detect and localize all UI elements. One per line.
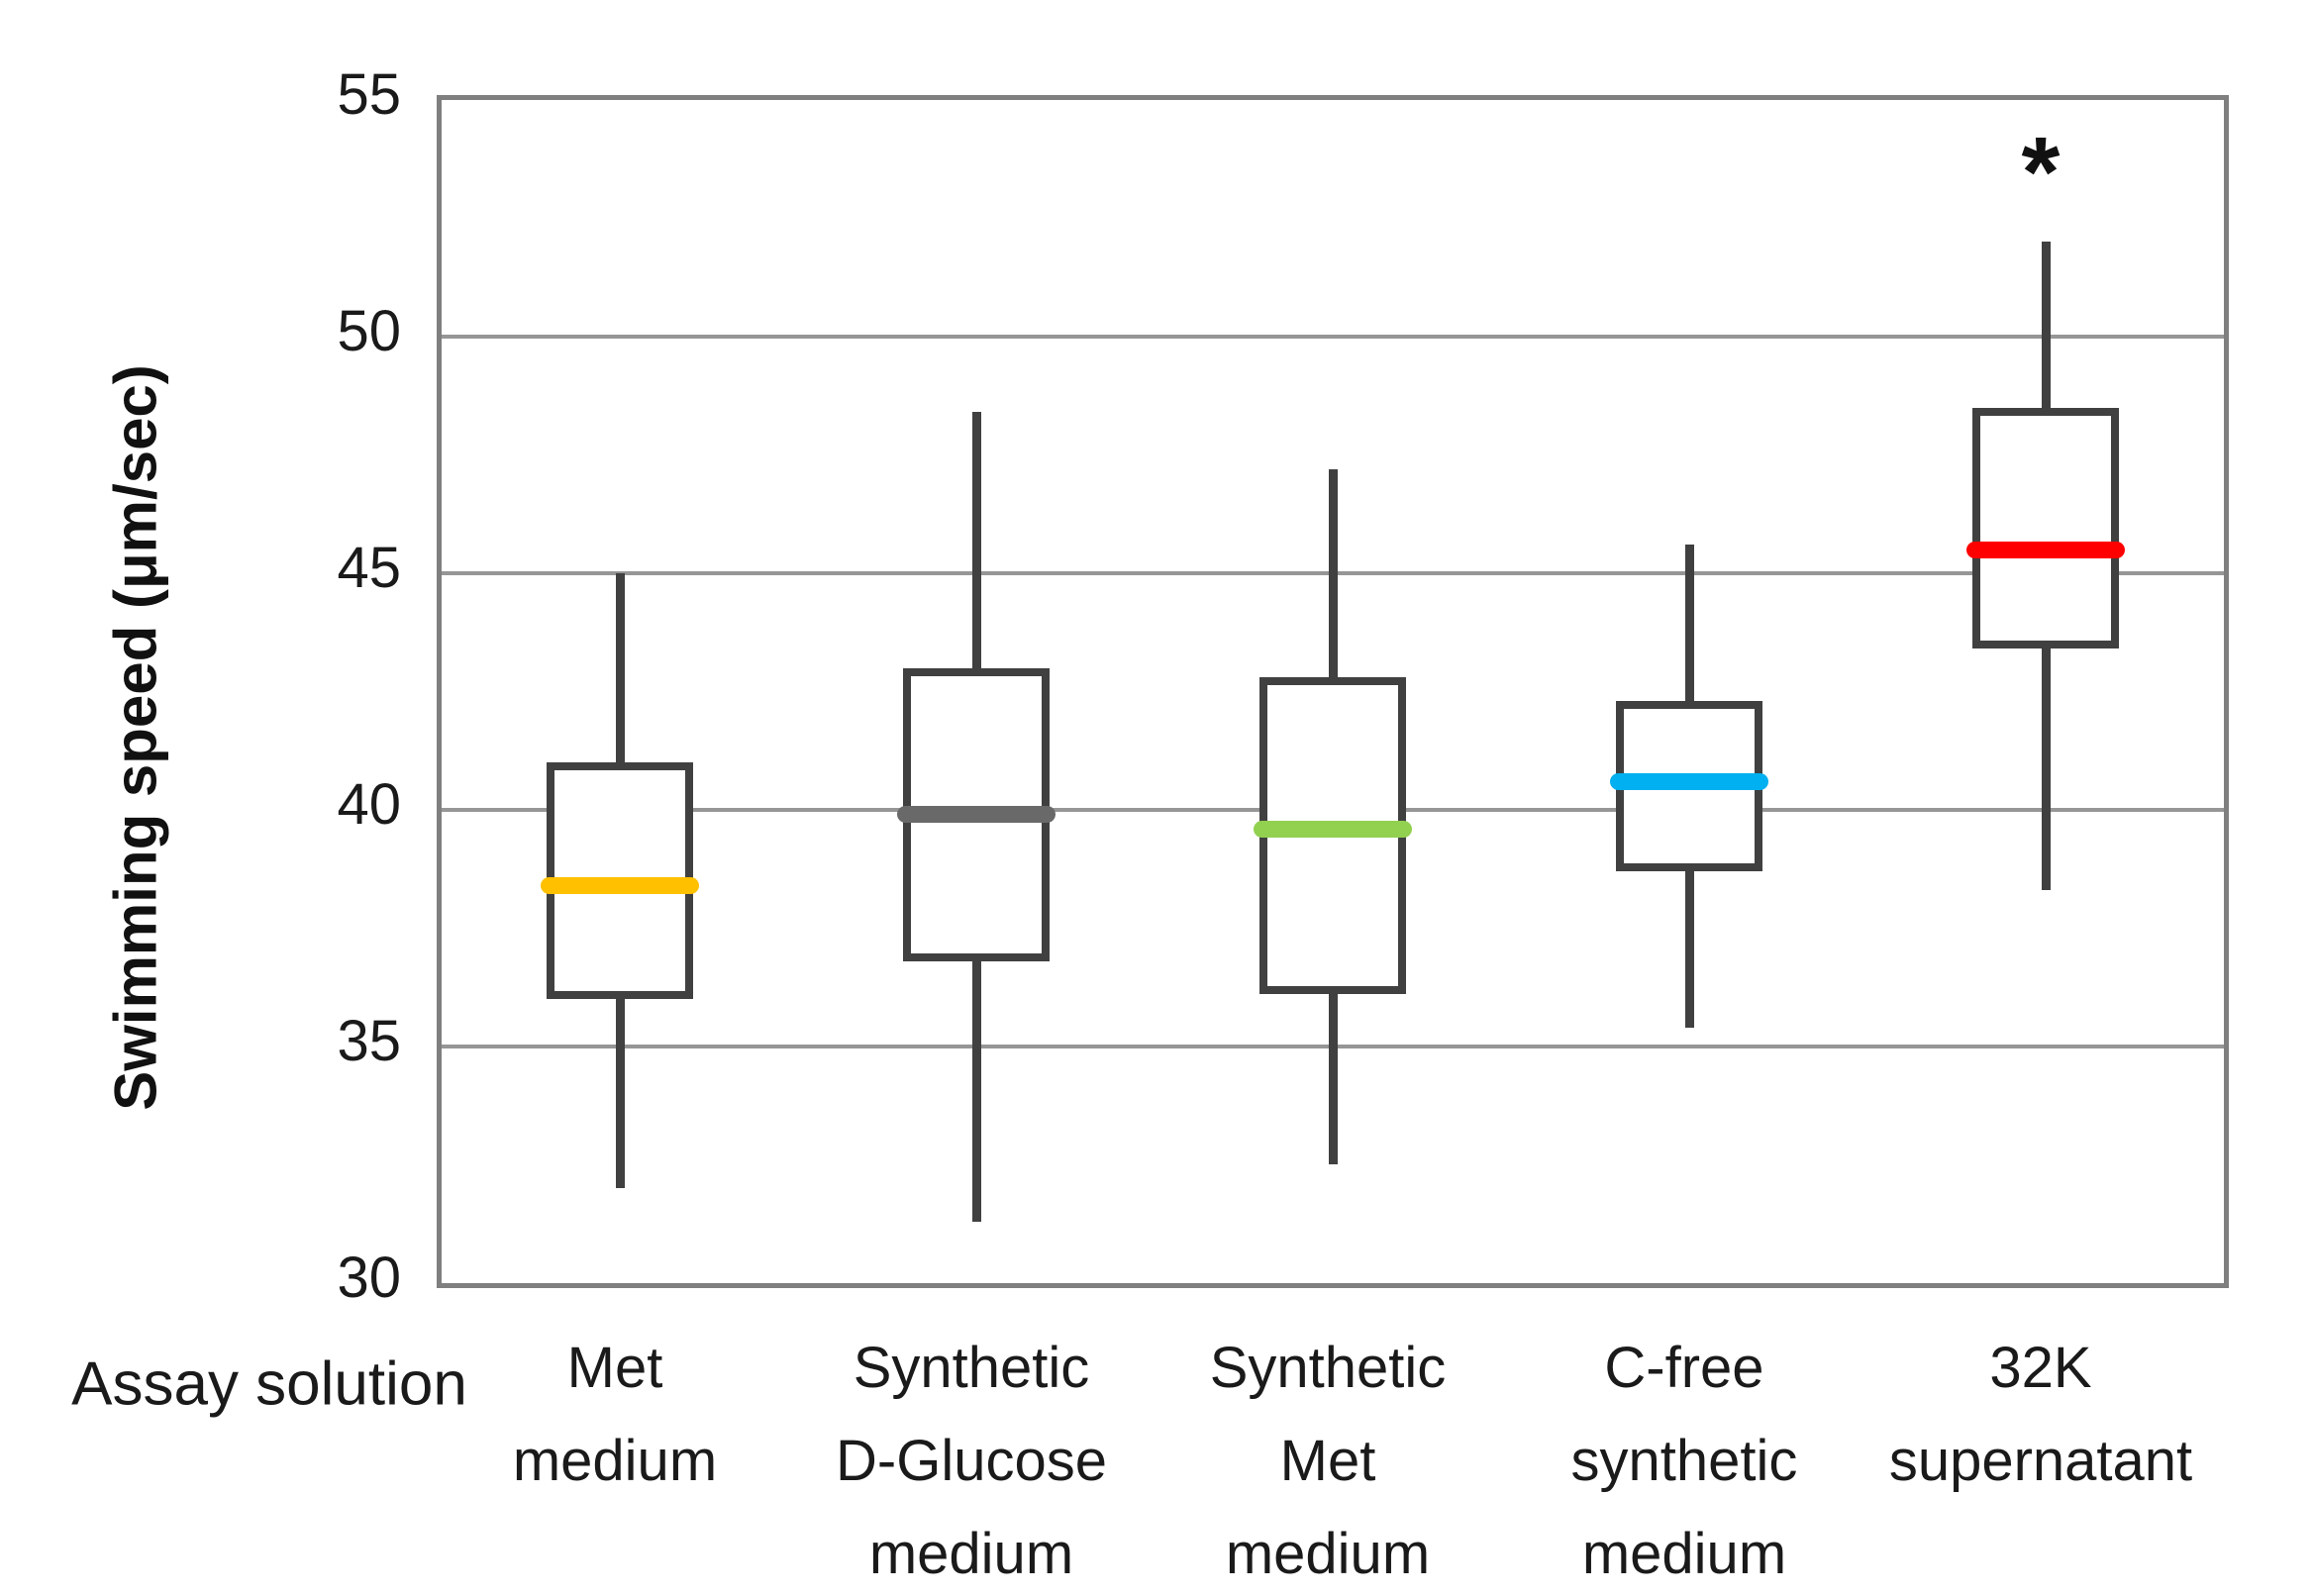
y-tick-label: 45 (337, 536, 401, 600)
x-category-label-line: Synthetic (853, 1336, 1090, 1400)
x-category-label-line: supernatant (1888, 1429, 2193, 1493)
median-line (1610, 772, 1768, 790)
x-category-label-line: medium (1225, 1522, 1431, 1586)
significance-asterisk: * (2021, 117, 2061, 229)
gridline (442, 335, 2224, 339)
y-tick-label: 30 (337, 1246, 401, 1310)
y-tick-label: 50 (337, 299, 401, 363)
x-category-label: Synthetic Met medium (1100, 1322, 1556, 1596)
x-category-label-line: Met (566, 1336, 663, 1400)
median-line (1966, 541, 2125, 558)
x-category-label-line: synthetic (1570, 1429, 1798, 1493)
plot-area (437, 95, 2229, 1288)
x-category-label-line: D-Glucose (836, 1429, 1107, 1493)
box (1972, 407, 2119, 649)
x-category-label: Synthetic D-Glucose medium (744, 1322, 1199, 1596)
x-category-label-line: 32K (1989, 1336, 2092, 1400)
x-category-label: C-free synthetic medium (1457, 1322, 1912, 1596)
median-line (541, 876, 699, 894)
x-category-label-line: Met (1279, 1429, 1376, 1493)
x-category-label: 32K supernatant (1813, 1322, 2268, 1508)
y-tick-label: 40 (337, 772, 401, 837)
x-category-label-line: Synthetic (1209, 1336, 1447, 1400)
x-axis-title: Assay solution (71, 1349, 467, 1419)
x-category-label-line: C-free (1604, 1336, 1764, 1400)
y-tick-label: 35 (337, 1009, 401, 1073)
median-line (1254, 820, 1412, 838)
median-line (897, 806, 1056, 824)
x-category-label-line: medium (868, 1522, 1074, 1586)
x-category-label-line: medium (1581, 1522, 1787, 1586)
x-category-label-line: medium (512, 1429, 718, 1493)
x-category-label: Met medium (387, 1322, 843, 1508)
y-tick-label: 55 (337, 62, 401, 127)
y-axis-title: Swimming speed (μm/sec) (102, 364, 169, 1111)
